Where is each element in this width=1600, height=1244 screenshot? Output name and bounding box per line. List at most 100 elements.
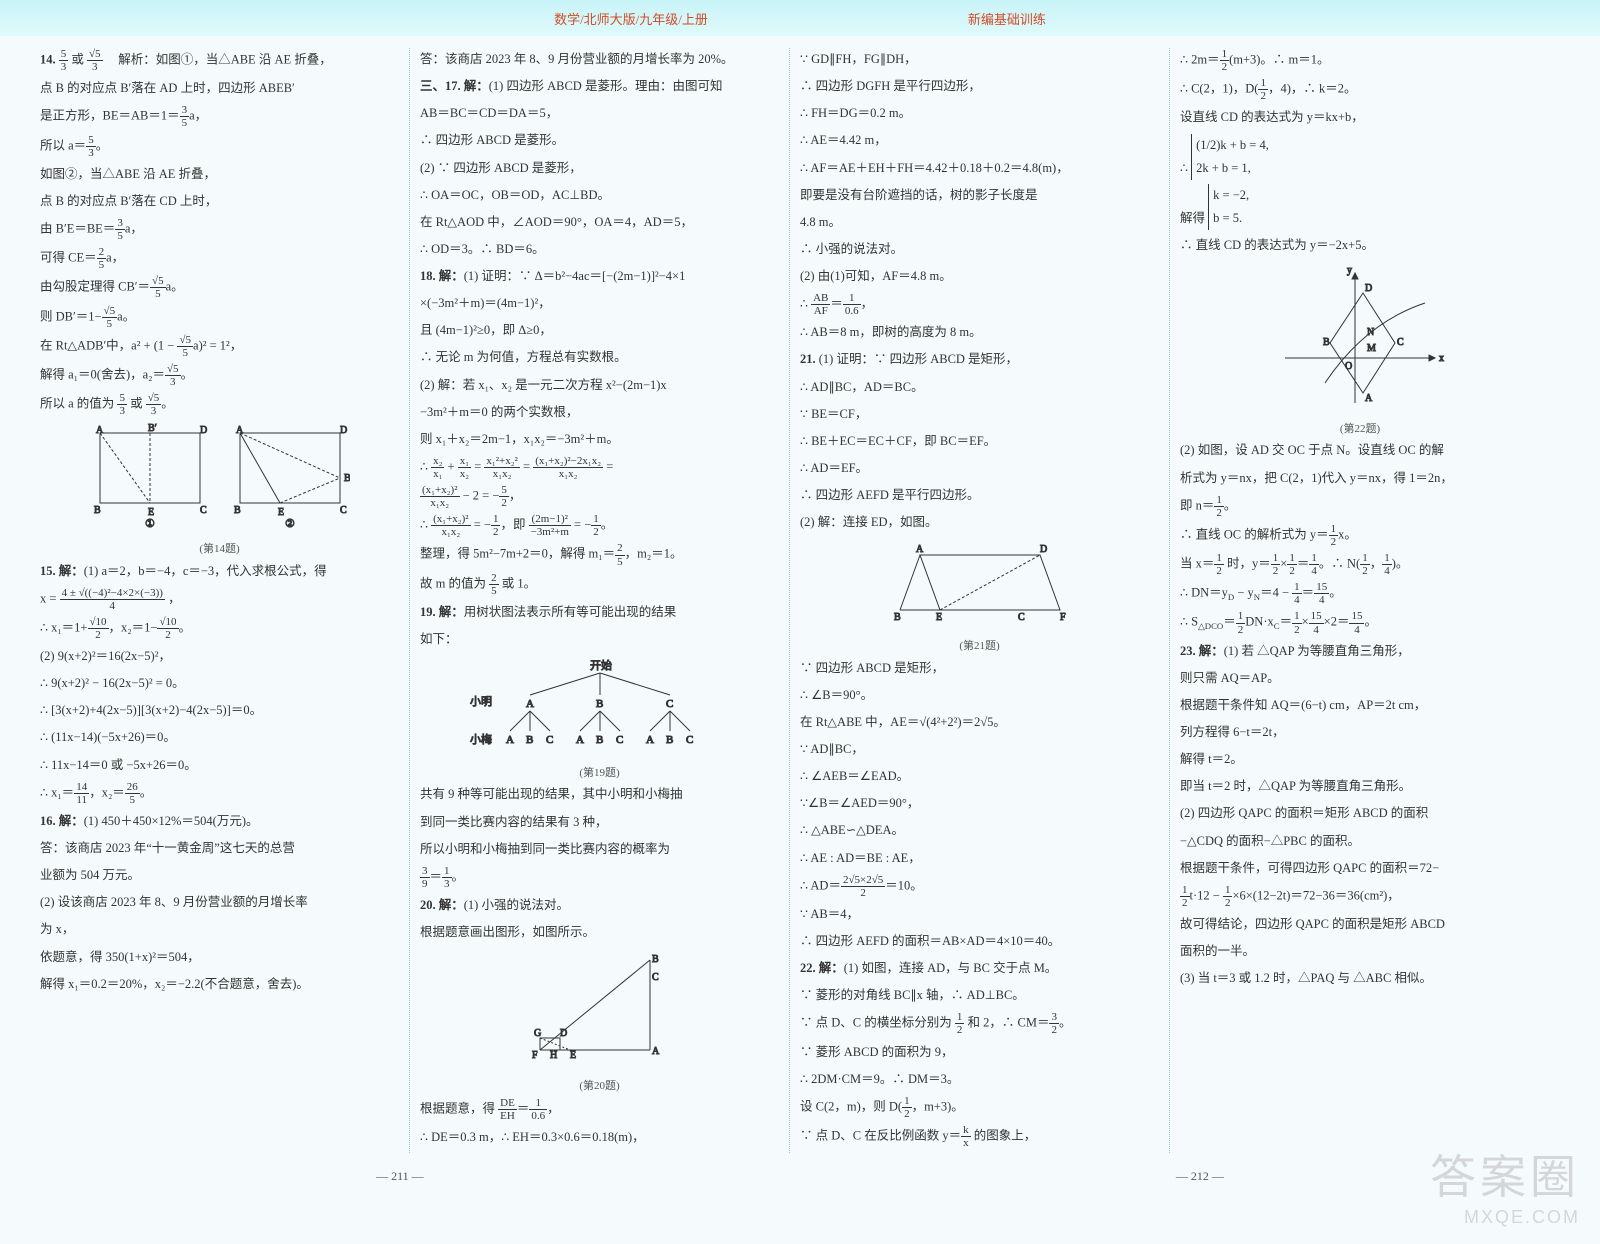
q21-line: ∴ BE＋EC＝EC＋CF，即 BC＝EF。 [800, 430, 1159, 453]
col4-line: ∴ DN＝yD − yN＝4 − 14＝154。 [1180, 581, 1540, 606]
q16-line: 答：该商店 2023 年“十一黄金周”这七天的总营 [40, 837, 399, 860]
q19-line: 到同一类比赛内容的结果有 3 种， [420, 811, 779, 834]
q20-diagram: B C A G D F H E [510, 950, 690, 1070]
q23-line: 12t·12 − 12×6×(12−2t)＝72−36＝36(cm²)， [1180, 884, 1540, 909]
svg-text:B: B [666, 734, 673, 746]
q22-line: ∵ 点 D、C 的横坐标分别为 12 和 2，∴ CM＝32。 [800, 1011, 1159, 1036]
q19-line: 用树状图法表示所有等可能出现的结果 [464, 605, 677, 619]
q20-line: (1) 小强的说法对。 [464, 898, 569, 912]
q23-line: (2) 四边形 QAPC 的面积＝矩形 ABCD 的面积 [1180, 802, 1540, 825]
q15-line: ∴ x₁＝1+√102，x₂＝1−√102。 [40, 616, 399, 641]
q14-line: 解得 a₁＝0(舍去)，a₂＝√53。 [40, 363, 399, 388]
q15-line: ∴ (11x−14)(−5x+26)＝0。 [40, 726, 399, 749]
svg-text:B: B [526, 734, 533, 746]
q19-line: 共有 9 种等可能出现的结果，其中小明和小梅抽 [420, 783, 779, 806]
q17-line: (1) 四边形 ABCD 是菱形。理由：由图可知 [489, 79, 723, 93]
svg-text:B′: B′ [344, 473, 350, 484]
svg-text:A: A [916, 544, 924, 555]
svg-text:E: E [936, 612, 942, 623]
col4-line: 即 n＝12。 [1180, 494, 1540, 519]
q23-num: 23. 解： [1180, 644, 1224, 658]
svg-text:C: C [652, 972, 659, 983]
q14-line: 如图②，当△ABE 沿 AE 折叠， [40, 163, 399, 186]
q21-diagram: AD BE CF [880, 540, 1080, 630]
svg-text:②: ② [285, 518, 295, 530]
q21-line: ∴ AD∥BC，AD＝BC。 [800, 376, 1159, 399]
svg-text:C: C [686, 734, 693, 746]
q19-line: 所以小明和小梅抽到同一类比赛内容的概率为 [420, 838, 779, 861]
svg-text:D: D [1040, 544, 1047, 555]
q21-line: ∵∠B＝∠AED＝90°， [800, 792, 1159, 815]
q22-line: ∴ 2DM·CM＝9。∴ DM＝3。 [800, 1068, 1159, 1091]
q14-caption: (第14题) [40, 539, 399, 559]
q15-num: 15. 解： [40, 564, 84, 578]
q19-caption: (第19题) [420, 763, 779, 783]
q21-num: 21. [800, 352, 819, 366]
q15-line: ∴ x₁＝1411，x₂＝265。 [40, 781, 399, 806]
col3-line: ∴ AF＝AE＋EH＋FH＝4.42＋0.18＋0.2＝4.8(m)， [800, 157, 1159, 180]
q17-line: AB＝BC＝CD＝DA＝5， [420, 102, 779, 125]
q15-line: (1) a＝2，b＝−4，c＝−3，代入求根公式，得 [84, 564, 327, 578]
q16-line: (1) 450＋450×12%＝504(万元)。 [84, 814, 259, 828]
q21-line: ∵ BE＝CF， [800, 403, 1159, 426]
q14-num: 14. [40, 52, 59, 66]
q20-line: 根据题意，得 DEEH＝10.6， [420, 1097, 779, 1122]
q20-caption: (第20题) [420, 1076, 779, 1096]
col4-line: (2) 如图，设 AD 交 OC 于点 N。设直线 OC 的解 [1180, 439, 1540, 462]
q17-num: 三、17. 解： [420, 79, 489, 93]
q22-line: ∵ 点 D、C 在反比例函数 y＝kx 的图象上， [800, 1124, 1159, 1149]
q23-line: 即当 t＝2 时，△QAP 为等腰直角三角形。 [1180, 775, 1540, 798]
column-3: ∵ GD∥FH，FG∥DH， ∴ 四边形 DGFH 是平行四边形， ∴ FH＝D… [790, 48, 1170, 1153]
svg-text:C: C [666, 698, 673, 710]
svg-text:①: ① [145, 518, 155, 530]
svg-text:A: A [506, 734, 514, 746]
page-numbers: — 211 — — 212 — [0, 1169, 1600, 1184]
q21-line: ∵ 四边形 ABCD 是矩形， [800, 657, 1159, 680]
q18-line: (x₁+x₂)²x₁x₂ − 2 = −52， [420, 484, 779, 509]
svg-text:E: E [148, 507, 154, 518]
svg-text:H: H [550, 1050, 557, 1061]
col3-line: ∴ 小强的说法对。 [800, 238, 1159, 261]
header-right: 新编基础训练 [968, 9, 1046, 28]
q14-line: 由勾股定理得 CB′＝√55a。 [40, 275, 399, 300]
page-body: 14. 53 或 √53 解析：如图①，当△ABE 沿 AE 折叠， 点 B 的… [0, 36, 1600, 1163]
svg-text:x: x [1439, 353, 1444, 364]
q22-line: (1) 如图，连接 AD，与 BC 交于点 M。 [844, 961, 1058, 975]
q14-line: 点 B 的对应点 B′落在 CD 上时， [40, 190, 399, 213]
svg-text:D: D [1365, 283, 1372, 294]
svg-text:E: E [278, 507, 284, 518]
watermark-url: MXQE.COM [1430, 1207, 1580, 1228]
col4-line: 当 x＝12 时，y＝12×12＝14。∴ N(12，14)。 [1180, 552, 1540, 577]
q21-line: 在 Rt△ABE 中，AE＝√(4²+2²)＝2√5。 [800, 711, 1159, 734]
q18-line: ∴ (x₁+x₂)²x₁x₂ = −12，即 (2m−1)²−3m²+m = −… [420, 513, 779, 538]
q17-line: ∴ 四边形 ABCD 是菱形。 [420, 129, 779, 152]
col3-line: ∴ FH＝DG＝0.2 m。 [800, 102, 1159, 125]
q23-line: 解得 t＝2。 [1180, 748, 1540, 771]
svg-text:C: C [546, 734, 553, 746]
q20-num: 20. 解： [420, 898, 464, 912]
q21-line: ∴ ∠AEB＝∠EAD。 [800, 765, 1159, 788]
svg-text:C: C [616, 734, 623, 746]
svg-text:B′: B′ [148, 423, 157, 434]
q16-num: 16. 解： [40, 814, 84, 828]
svg-text:E: E [570, 1050, 576, 1061]
col3-line: ∴ ABAF＝10.6， [800, 292, 1159, 317]
col3-line: (2) 由(1)可知，AF＝4.8 m。 [800, 265, 1159, 288]
q18-num: 18. 解： [420, 269, 464, 283]
q21-line: ∵ AD∥BC， [800, 738, 1159, 761]
q18-line: −3m²＋m＝0 的两个实数根， [420, 401, 779, 424]
svg-text:D: D [340, 425, 347, 436]
watermark-text: 答案圈 [1430, 1141, 1580, 1207]
svg-text:A: A [96, 425, 104, 436]
svg-text:F: F [532, 1050, 538, 1061]
q15-line: ∴ 11x−14＝0 或 −5x+26＝0。 [40, 754, 399, 777]
svg-text:D: D [200, 425, 207, 436]
svg-text:M: M [1367, 343, 1376, 354]
q23-line: (1) 若 △QAP 为等腰直角三角形， [1224, 644, 1410, 658]
svg-text:B: B [596, 698, 603, 710]
q21-line: ∵ AB＝4， [800, 903, 1159, 926]
svg-text:D: D [560, 1028, 567, 1039]
col4-line: ∴ 直线 OC 的解析式为 y＝12x。 [1180, 523, 1540, 548]
q21-line: ∴ AD＝EF。 [800, 457, 1159, 480]
q17-line: ∴ OD＝3。∴ BD＝6。 [420, 238, 779, 261]
